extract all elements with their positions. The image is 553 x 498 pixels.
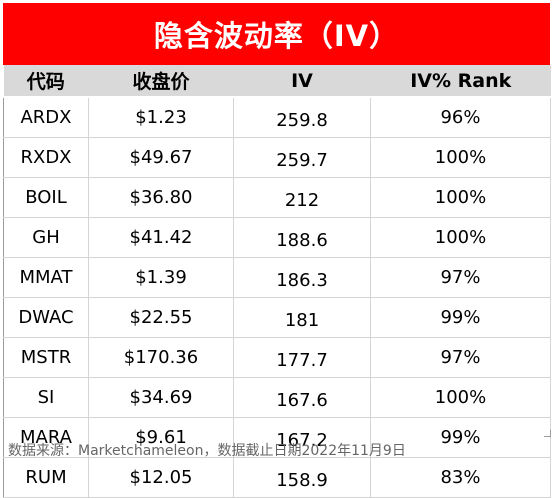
cell-ticker: SI: [3, 377, 89, 418]
cell-ticker: BOIL: [3, 177, 89, 218]
cell-price: $170.36: [88, 337, 234, 378]
header-price: 收盘价: [88, 65, 234, 98]
iv-table: 代码 收盘价 IV IV% Rank ARDX $1.23 259.8 96% RXDX…: [3, 65, 551, 498]
cell-price: $9.61: [88, 417, 234, 458]
cell-iv: 177.7: [233, 337, 371, 378]
table-row: MARA $9.61 167.2 99%: [3, 417, 551, 458]
cell-rank: 100%: [370, 177, 551, 218]
cell-iv: 181: [233, 297, 371, 338]
cell-ticker: MSTR: [3, 337, 89, 378]
cell-rank: 97%: [370, 257, 551, 298]
cell-price: $12.05: [88, 457, 234, 498]
header-row: 代码 收盘价 IV IV% Rank: [3, 65, 551, 98]
cell-iv: 158.9: [233, 457, 371, 498]
cell-price: $49.67: [88, 137, 234, 178]
header-ticker: 代码: [3, 65, 89, 98]
cell-ticker: RUM: [3, 457, 89, 498]
cell-rank: 99%: [370, 297, 551, 338]
cell-iv: 188.6: [233, 217, 371, 258]
cell-iv: 186.3: [233, 257, 371, 298]
cell-rank: 97%: [370, 337, 551, 378]
table-row: DWAC $22.55 181 99%: [3, 297, 551, 338]
cell-ticker: DWAC: [3, 297, 89, 338]
table-row: BOIL $36.80 212 100%: [3, 177, 551, 218]
cell-iv: 212: [233, 177, 371, 218]
cell-rank: 100%: [370, 377, 551, 418]
cell-rank: 100%: [370, 137, 551, 178]
cell-ticker: RXDX: [3, 137, 89, 178]
cell-iv: 167.2: [233, 417, 371, 458]
cell-rank: 83%: [370, 457, 551, 498]
cell-ticker: ARDX: [3, 97, 89, 138]
table-row: MSTR $170.36 177.7 97%: [3, 337, 551, 378]
table-row: ARDX $1.23 259.8 96%: [3, 97, 551, 138]
cell-iv: 167.6: [233, 377, 371, 418]
header-rank: IV% Rank: [370, 65, 551, 98]
cell-price: $34.69: [88, 377, 234, 418]
cell-corner-marker: [544, 430, 551, 437]
cell-price: $1.23: [88, 97, 234, 138]
table-row: MMAT $1.39 186.3 97%: [3, 257, 551, 298]
cell-price: $41.42: [88, 217, 234, 258]
page-title: 隐含波动率（IV）: [3, 3, 550, 65]
table-row: RXDX $49.67 259.7 100%: [3, 137, 551, 178]
cell-rank: 99%: [370, 417, 551, 458]
cell-price: $36.80: [88, 177, 234, 218]
cell-ticker: MMAT: [3, 257, 89, 298]
header-iv: IV: [233, 65, 371, 98]
table-row: GH $41.42 188.6 100%: [3, 217, 551, 258]
cell-iv: 259.7: [233, 137, 371, 178]
table-row: SI $34.69 167.6 100%: [3, 377, 551, 418]
cell-price: $22.55: [88, 297, 234, 338]
table-row: RUM $12.05 158.9 83%: [3, 457, 551, 498]
cell-rank: 100%: [370, 217, 551, 258]
cell-ticker: MARA: [3, 417, 89, 458]
cell-iv: 259.8: [233, 97, 371, 138]
cell-rank: 96%: [370, 97, 551, 138]
data-source-note: 数据来源：Marketchameleon，数据截止日期2022年11月9日: [8, 443, 406, 459]
cell-ticker: GH: [3, 217, 89, 258]
cell-price: $1.39: [88, 257, 234, 298]
